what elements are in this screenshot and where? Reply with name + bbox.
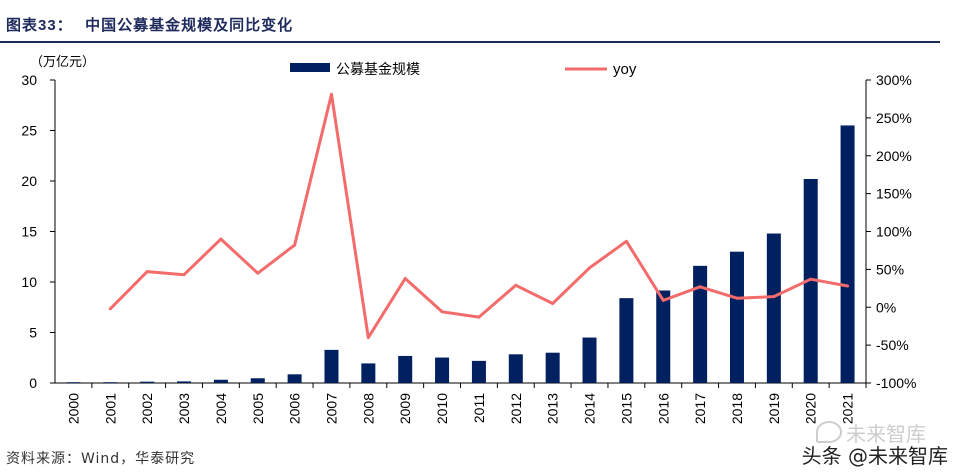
bar-2021 <box>840 125 855 383</box>
wechat-icon <box>816 421 842 443</box>
right-tick-label: -100% <box>876 375 916 391</box>
bar-2005 <box>250 378 265 383</box>
left-tick-label: 5 <box>29 325 37 341</box>
x-tick-label-2008: 2008 <box>360 393 376 424</box>
x-tick-label-2014: 2014 <box>582 393 598 424</box>
yoy-point-2019 <box>772 295 776 299</box>
bar-2019 <box>766 233 781 383</box>
bar-2007 <box>324 349 339 383</box>
watermark-top-text: 未来智库 <box>846 422 926 446</box>
x-tick-label-2000: 2000 <box>65 393 81 424</box>
title-divider <box>0 41 940 43</box>
x-tick-label-2013: 2013 <box>545 393 561 424</box>
yoy-point-2007 <box>329 92 333 96</box>
left-tick-label: 20 <box>21 173 37 189</box>
yoy-point-2010 <box>440 310 444 314</box>
x-tick-label-2021: 2021 <box>840 393 856 424</box>
x-tick-label-2005: 2005 <box>250 393 266 424</box>
bar-2020 <box>803 178 818 383</box>
x-tick-label-2011: 2011 <box>471 393 487 423</box>
right-tick-label: 200% <box>876 148 912 164</box>
bar-2009 <box>398 355 413 383</box>
yoy-point-2004 <box>219 237 223 241</box>
yoy-point-2017 <box>698 285 702 289</box>
legend-bar-label: 公募基金规模 <box>336 61 420 78</box>
yoy-point-2006 <box>293 243 297 247</box>
bar-2006 <box>287 374 302 383</box>
bar-2010 <box>435 357 450 383</box>
x-tick-label-2015: 2015 <box>618 393 634 424</box>
yoy-point-2008 <box>366 336 370 340</box>
bar-2018 <box>729 251 744 383</box>
watermark-text: 头条 @未来智库 <box>801 444 948 468</box>
right-tick-label: 150% <box>876 186 912 202</box>
x-tick-label-2017: 2017 <box>692 393 708 424</box>
left-tick-label: 0 <box>29 375 37 391</box>
left-tick-label: 30 <box>21 72 37 88</box>
yoy-point-2005 <box>256 271 260 275</box>
figure-title-prefix: 图表 <box>6 16 39 34</box>
x-tick-label-2006: 2006 <box>287 393 303 424</box>
right-tick-label: 300% <box>876 72 912 88</box>
bar-2017 <box>693 265 708 383</box>
right-tick-label: -50% <box>876 337 909 353</box>
x-tick-label-2001: 2001 <box>102 393 118 424</box>
watermark-logo: 未来智库 <box>816 418 926 447</box>
bar-2004 <box>213 379 228 383</box>
x-tick-label-2002: 2002 <box>139 393 155 424</box>
right-tick-label: 250% <box>876 110 912 126</box>
x-tick-label-2018: 2018 <box>729 393 745 424</box>
x-tick-label-2019: 2019 <box>766 393 782 424</box>
x-tick-label-2020: 2020 <box>803 393 819 424</box>
right-tick-label: 50% <box>876 261 904 277</box>
bar-2011 <box>471 360 486 383</box>
x-tick-label-2009: 2009 <box>397 393 413 424</box>
figure-title: 图表33： 中国公募基金规模及同比变化 <box>6 14 293 35</box>
bar-2016 <box>656 290 671 383</box>
bar-2012 <box>508 354 523 383</box>
bar-2015 <box>619 298 634 383</box>
yoy-point-2021 <box>846 284 850 288</box>
bar-2013 <box>545 352 560 383</box>
yoy-point-2020 <box>809 277 813 281</box>
yoy-point-2003 <box>182 273 186 277</box>
legend-bar-swatch <box>290 63 330 72</box>
left-tick-label: 15 <box>21 224 37 240</box>
yoy-point-2013 <box>551 301 555 305</box>
source-note: 资料来源：Wind，华泰研究 <box>6 451 196 467</box>
left-axis-unit-label: （万亿元） <box>30 55 95 70</box>
bar-2000 <box>66 382 81 383</box>
right-tick-label: 0% <box>876 299 896 315</box>
yoy-point-2011 <box>477 315 481 319</box>
x-tick-label-2016: 2016 <box>655 393 671 424</box>
left-tick-label: 10 <box>21 274 37 290</box>
yoy-point-2014 <box>588 266 592 270</box>
x-tick-label-2007: 2007 <box>323 393 339 424</box>
bar-2001 <box>103 382 118 383</box>
x-tick-label-2012: 2012 <box>508 393 524 424</box>
yoy-point-2012 <box>514 283 518 287</box>
yoy-point-2002 <box>145 270 149 274</box>
x-tick-label-2004: 2004 <box>213 393 229 424</box>
bar-2014 <box>582 337 597 383</box>
right-tick-label: 100% <box>876 224 912 240</box>
bar-2003 <box>177 381 192 383</box>
yoy-point-2018 <box>735 296 739 300</box>
figure-title-text: 中国公募基金规模及同比变化 <box>85 16 294 34</box>
bar-2002 <box>140 381 155 383</box>
yoy-point-2009 <box>403 276 407 280</box>
x-tick-label-2010: 2010 <box>434 393 450 424</box>
legend-line-label: yoy <box>613 61 637 78</box>
bar-2008 <box>361 363 376 383</box>
yoy-point-2015 <box>624 239 628 243</box>
x-tick-label-2003: 2003 <box>176 393 192 424</box>
yoy-point-2016 <box>661 298 665 302</box>
figure-title-number: 33： <box>38 17 73 34</box>
yoy-point-2001 <box>108 307 112 311</box>
left-tick-label: 25 <box>21 123 37 139</box>
